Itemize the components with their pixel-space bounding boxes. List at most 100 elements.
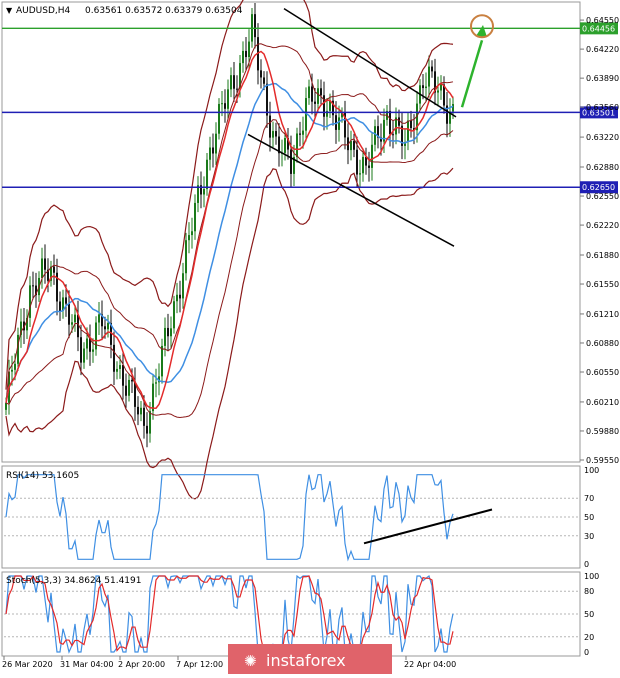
candle-body [95, 322, 97, 350]
bollinger-bands [5, 0, 454, 500]
candle-body [203, 189, 205, 195]
stoch-tick-label: 80 [584, 587, 594, 596]
candle-body [221, 103, 223, 105]
candle-body [437, 90, 439, 93]
stoch-tick-label: 0 [584, 648, 589, 657]
candle-body [62, 297, 64, 312]
rsi-tick-label: 50 [584, 513, 594, 522]
candle-body [245, 50, 247, 58]
rsi-tick-label: 30 [584, 532, 594, 541]
forecast-arrow-line [460, 39, 484, 108]
candle-body [149, 411, 151, 434]
candle-body [326, 110, 328, 117]
candle-body [230, 75, 232, 90]
moving-averages [5, 50, 454, 409]
candle-body [395, 117, 397, 135]
candle-body [428, 66, 430, 87]
candle-body [353, 141, 355, 150]
candle-body [347, 137, 349, 151]
candle-body [86, 338, 88, 349]
candle-body [68, 303, 70, 325]
candle-body [404, 142, 406, 146]
candle-body [311, 86, 313, 102]
candle-body [260, 70, 262, 78]
candle-body [170, 328, 172, 337]
price-tick-label: 0.61880 [586, 251, 619, 260]
stoch-tick-label: 20 [584, 633, 594, 642]
candle-body [362, 156, 364, 174]
candle-body [194, 202, 196, 232]
price-tick-label: 0.61210 [586, 310, 619, 319]
candle-body [200, 185, 202, 195]
time-tick-label: 26 Mar 2020 [2, 660, 53, 669]
candle-body [197, 185, 199, 203]
candle-body [182, 273, 184, 299]
bollinger-upper [5, 0, 454, 390]
price-tick-label: 0.61550 [586, 280, 619, 289]
candle-body [176, 294, 178, 302]
candle-body [293, 157, 295, 174]
candle-body [284, 138, 286, 153]
candle-body [290, 149, 292, 174]
candle-body [431, 66, 433, 72]
candle-body [407, 120, 409, 143]
candle-body [17, 334, 19, 364]
candle-body [287, 138, 289, 150]
candle-body [380, 137, 382, 142]
ohlc-label: 0.63561 0.63572 0.63379 0.63504 [85, 6, 243, 16]
stoch-tick-label: 50 [584, 610, 594, 619]
candle-body [14, 363, 16, 370]
price-tick-label: 0.63560 [586, 103, 619, 112]
symbol-label: AUDUSD,H4 [16, 6, 71, 16]
rsi-label: RSI(14) 53.1605 [6, 471, 79, 481]
candle-body [434, 71, 436, 93]
candle-body [122, 365, 124, 386]
level-tag [580, 106, 618, 119]
candle-body [83, 348, 85, 363]
fast-ma-line [5, 50, 454, 409]
candle-body [440, 84, 442, 91]
time-tick-label: 22 Apr 04:00 [404, 660, 456, 669]
rsi-tick-label: 70 [584, 494, 594, 503]
candle-body [185, 240, 187, 274]
candle-body [383, 119, 385, 142]
candle-body [401, 125, 403, 146]
candle-body [134, 381, 136, 407]
candle-body [146, 425, 148, 434]
candle-body [365, 156, 367, 166]
candle-body [449, 111, 451, 124]
candle-body [173, 301, 175, 329]
candle-body [53, 266, 55, 273]
candle-body [314, 101, 316, 104]
channel-upper-line [283, 8, 457, 118]
level-tag [580, 181, 618, 194]
candle-body [416, 103, 418, 131]
candle-body [338, 117, 340, 130]
candle-body [224, 103, 226, 109]
stoch-k-line [5, 574, 454, 654]
candle-body [119, 365, 121, 369]
candle-body [422, 85, 424, 89]
candle-body [26, 317, 28, 331]
candle-body [323, 95, 325, 117]
stoch-indicator: 100 80 50 20 0 [4, 572, 599, 657]
candle-body [101, 314, 103, 327]
rsi-pane [1, 465, 581, 569]
candle-body [44, 258, 46, 270]
candle-body [299, 133, 301, 135]
target-circle-icon [470, 14, 494, 39]
candle-body [242, 50, 244, 64]
annotations [247, 8, 494, 247]
candle-body [47, 269, 49, 281]
candle-body [77, 314, 79, 338]
candle-body [35, 285, 37, 296]
candle-body [215, 133, 217, 154]
candle-body [425, 86, 427, 89]
watermark: ✺ instaforex [228, 644, 392, 674]
candle-body [302, 130, 304, 135]
candle-body [263, 77, 265, 84]
candle-body [335, 115, 337, 130]
candle-body [296, 133, 298, 158]
candle-body [74, 314, 76, 323]
candle-body [320, 88, 322, 96]
